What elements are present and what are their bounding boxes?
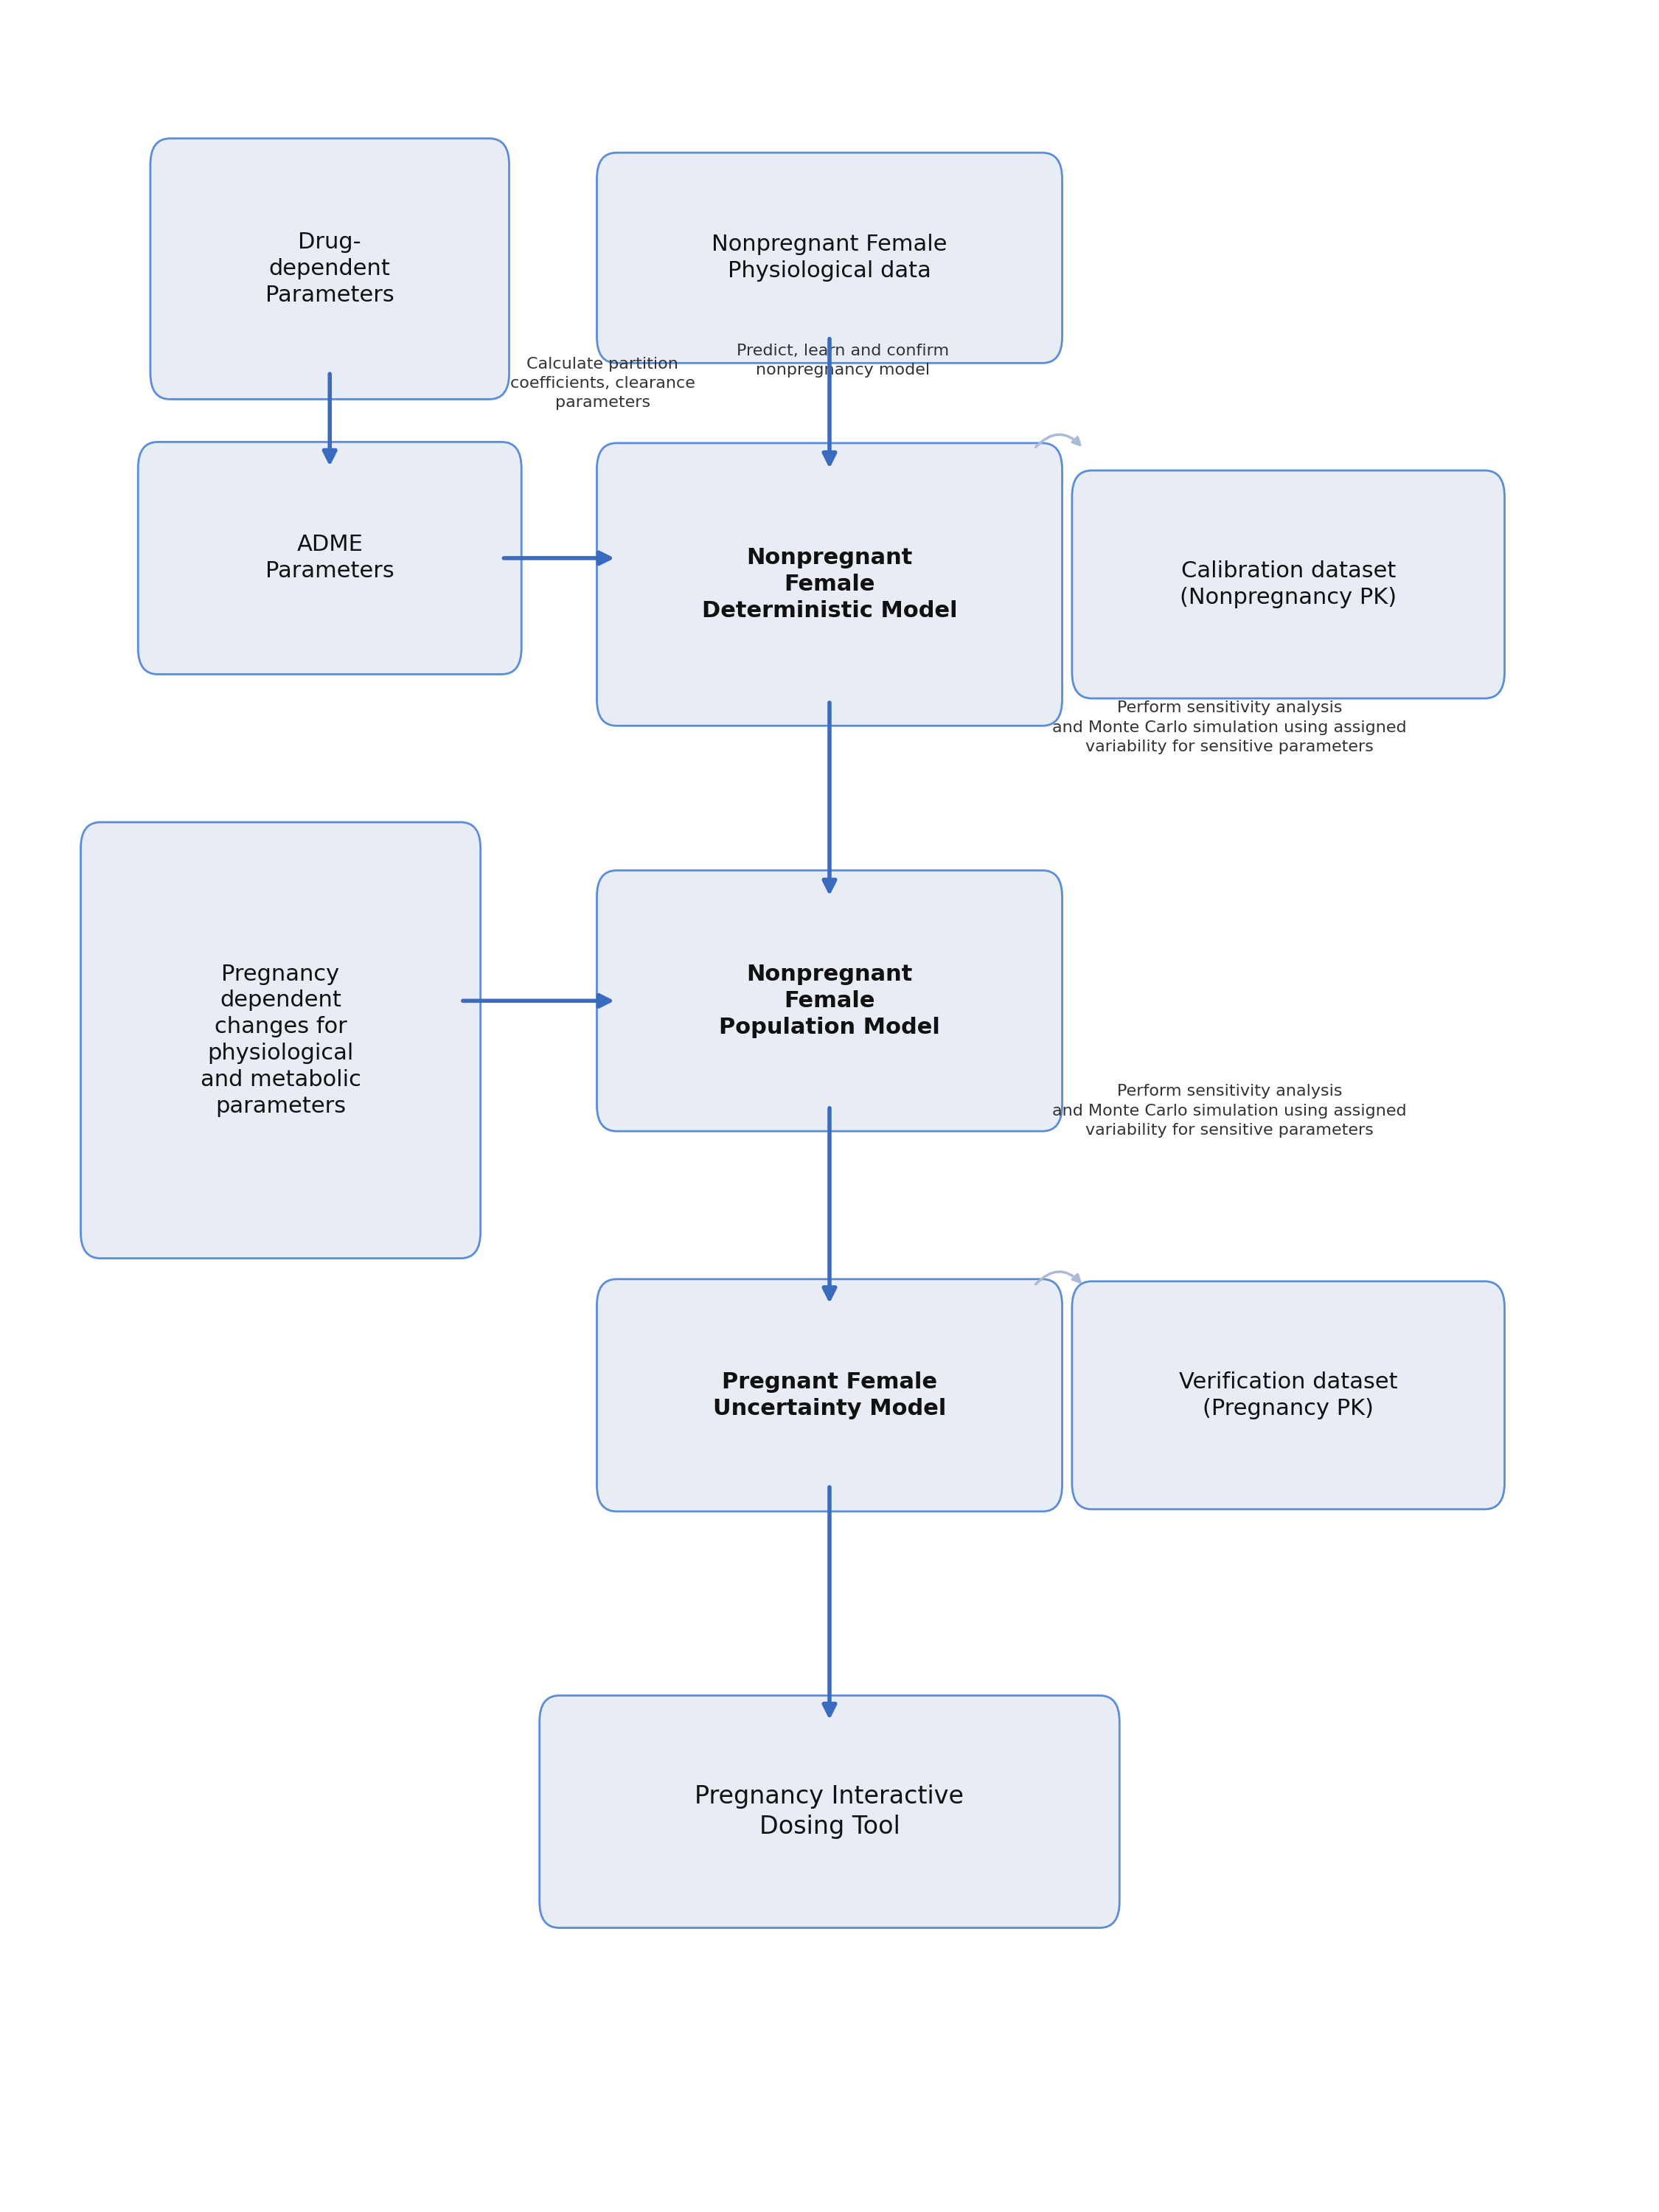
- FancyBboxPatch shape: [1072, 471, 1505, 699]
- Text: Calibration dataset
(Nonpregnancy PK): Calibration dataset (Nonpregnancy PK): [1180, 560, 1397, 608]
- Text: Calculate partition
coefficients, clearance
parameters: Calculate partition coefficients, cleara…: [509, 356, 695, 409]
- FancyBboxPatch shape: [597, 442, 1062, 726]
- Text: Pregnancy Interactive
Dosing Tool: Pregnancy Interactive Dosing Tool: [695, 1785, 964, 1838]
- Text: Nonpregnant
Female
Deterministic Model: Nonpregnant Female Deterministic Model: [702, 546, 957, 622]
- FancyBboxPatch shape: [597, 869, 1062, 1130]
- Text: Nonpregnant
Female
Population Model: Nonpregnant Female Population Model: [718, 964, 941, 1037]
- Text: Drug-
dependent
Parameters: Drug- dependent Parameters: [265, 232, 395, 305]
- Text: Pregnant Female
Uncertainty Model: Pregnant Female Uncertainty Model: [713, 1371, 946, 1420]
- FancyArrowPatch shape: [1035, 1272, 1080, 1285]
- Text: Predict, learn and confirm
nonpregnancy model: Predict, learn and confirm nonpregnancy …: [737, 343, 949, 378]
- FancyBboxPatch shape: [539, 1697, 1120, 1929]
- FancyBboxPatch shape: [597, 153, 1062, 363]
- Text: Verification dataset
(Pregnancy PK): Verification dataset (Pregnancy PK): [1180, 1371, 1397, 1420]
- FancyBboxPatch shape: [1072, 1281, 1505, 1509]
- FancyBboxPatch shape: [138, 442, 521, 675]
- FancyArrowPatch shape: [1035, 434, 1080, 447]
- Text: ADME
Parameters: ADME Parameters: [265, 533, 395, 582]
- Text: Pregnancy
dependent
changes for
physiological
and metabolic
parameters: Pregnancy dependent changes for physiolo…: [201, 964, 362, 1117]
- Text: Nonpregnant Female
Physiological data: Nonpregnant Female Physiological data: [712, 234, 947, 281]
- Text: Perform sensitivity analysis
and Monte Carlo simulation using assigned
variabili: Perform sensitivity analysis and Monte C…: [1052, 1084, 1407, 1137]
- FancyBboxPatch shape: [151, 139, 509, 398]
- FancyBboxPatch shape: [597, 1279, 1062, 1511]
- Text: Perform sensitivity analysis
and Monte Carlo simulation using assigned
variabili: Perform sensitivity analysis and Monte C…: [1052, 701, 1407, 754]
- FancyBboxPatch shape: [81, 823, 481, 1259]
